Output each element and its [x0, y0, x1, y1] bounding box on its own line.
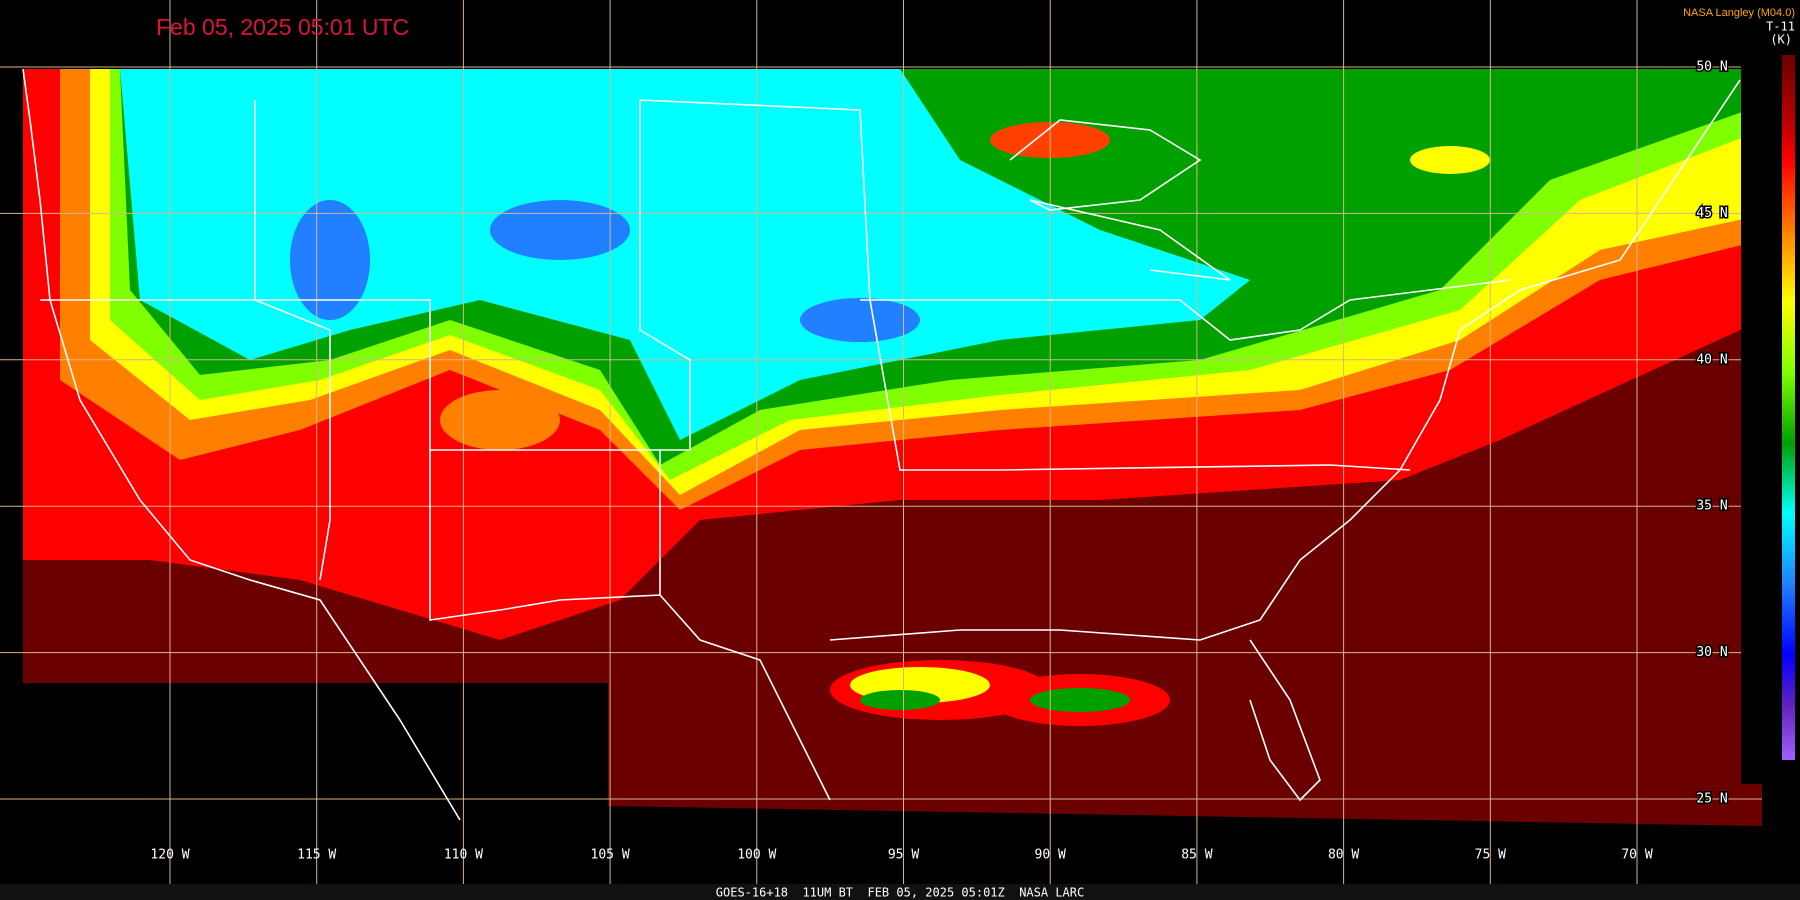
product: T-11 [1766, 20, 1795, 34]
latitude-label: 40 N [1696, 352, 1727, 367]
longitude-label: 115 W [297, 848, 336, 863]
longitude-label: 120 W [150, 848, 189, 863]
very-cold-patch [800, 298, 920, 342]
latitude-label: 50 N [1696, 60, 1727, 75]
coastline [22, 68, 461, 821]
state-border [429, 450, 661, 621]
footer: GOES-16+18 11UM BT FEB 05, 2025 05:01Z N… [716, 886, 1084, 900]
longitude-label: 100 W [737, 848, 776, 863]
coastline [1249, 639, 1321, 802]
longitude-label: 105 W [591, 848, 630, 863]
footer-bar [0, 884, 1800, 900]
imagery [23, 69, 1762, 826]
warm-patch [1410, 146, 1490, 174]
latitude-label: 45 N [1696, 206, 1727, 221]
graticule [0, 0, 1762, 884]
very-cold-patch [290, 200, 370, 320]
lakes [1009, 119, 1231, 281]
latitude-label: 30 N [1696, 645, 1727, 660]
state-border [40, 100, 691, 451]
cloud-patch [1030, 688, 1130, 712]
warm-patch [440, 390, 560, 450]
coastline [829, 79, 1741, 641]
credit: NASA Langley (M04.0) [1683, 7, 1795, 19]
state-border [639, 99, 1411, 471]
latitude-label: 25 N [1696, 792, 1727, 807]
latitude-label: 35 N [1696, 499, 1727, 514]
longitude-label: 85 W [1181, 848, 1212, 863]
longitude-label: 95 W [888, 848, 919, 863]
cloud-patch [860, 690, 940, 710]
state-border [254, 100, 331, 581]
longitude-label: 80 W [1328, 848, 1359, 863]
border [659, 594, 831, 801]
boundaries [22, 68, 1741, 821]
unit: (K) [1770, 33, 1792, 47]
colorbar [1782, 55, 1795, 760]
longitude-label: 70 W [1621, 848, 1652, 863]
longitude-label: 110 W [444, 848, 483, 863]
very-cold-patch [490, 200, 630, 260]
longitude-label: 75 W [1475, 848, 1506, 863]
cold-area [120, 69, 1250, 440]
title: Feb 05, 2025 05:01 UTC [156, 14, 409, 40]
longitude-label: 90 W [1035, 848, 1066, 863]
state-border [860, 279, 1511, 341]
